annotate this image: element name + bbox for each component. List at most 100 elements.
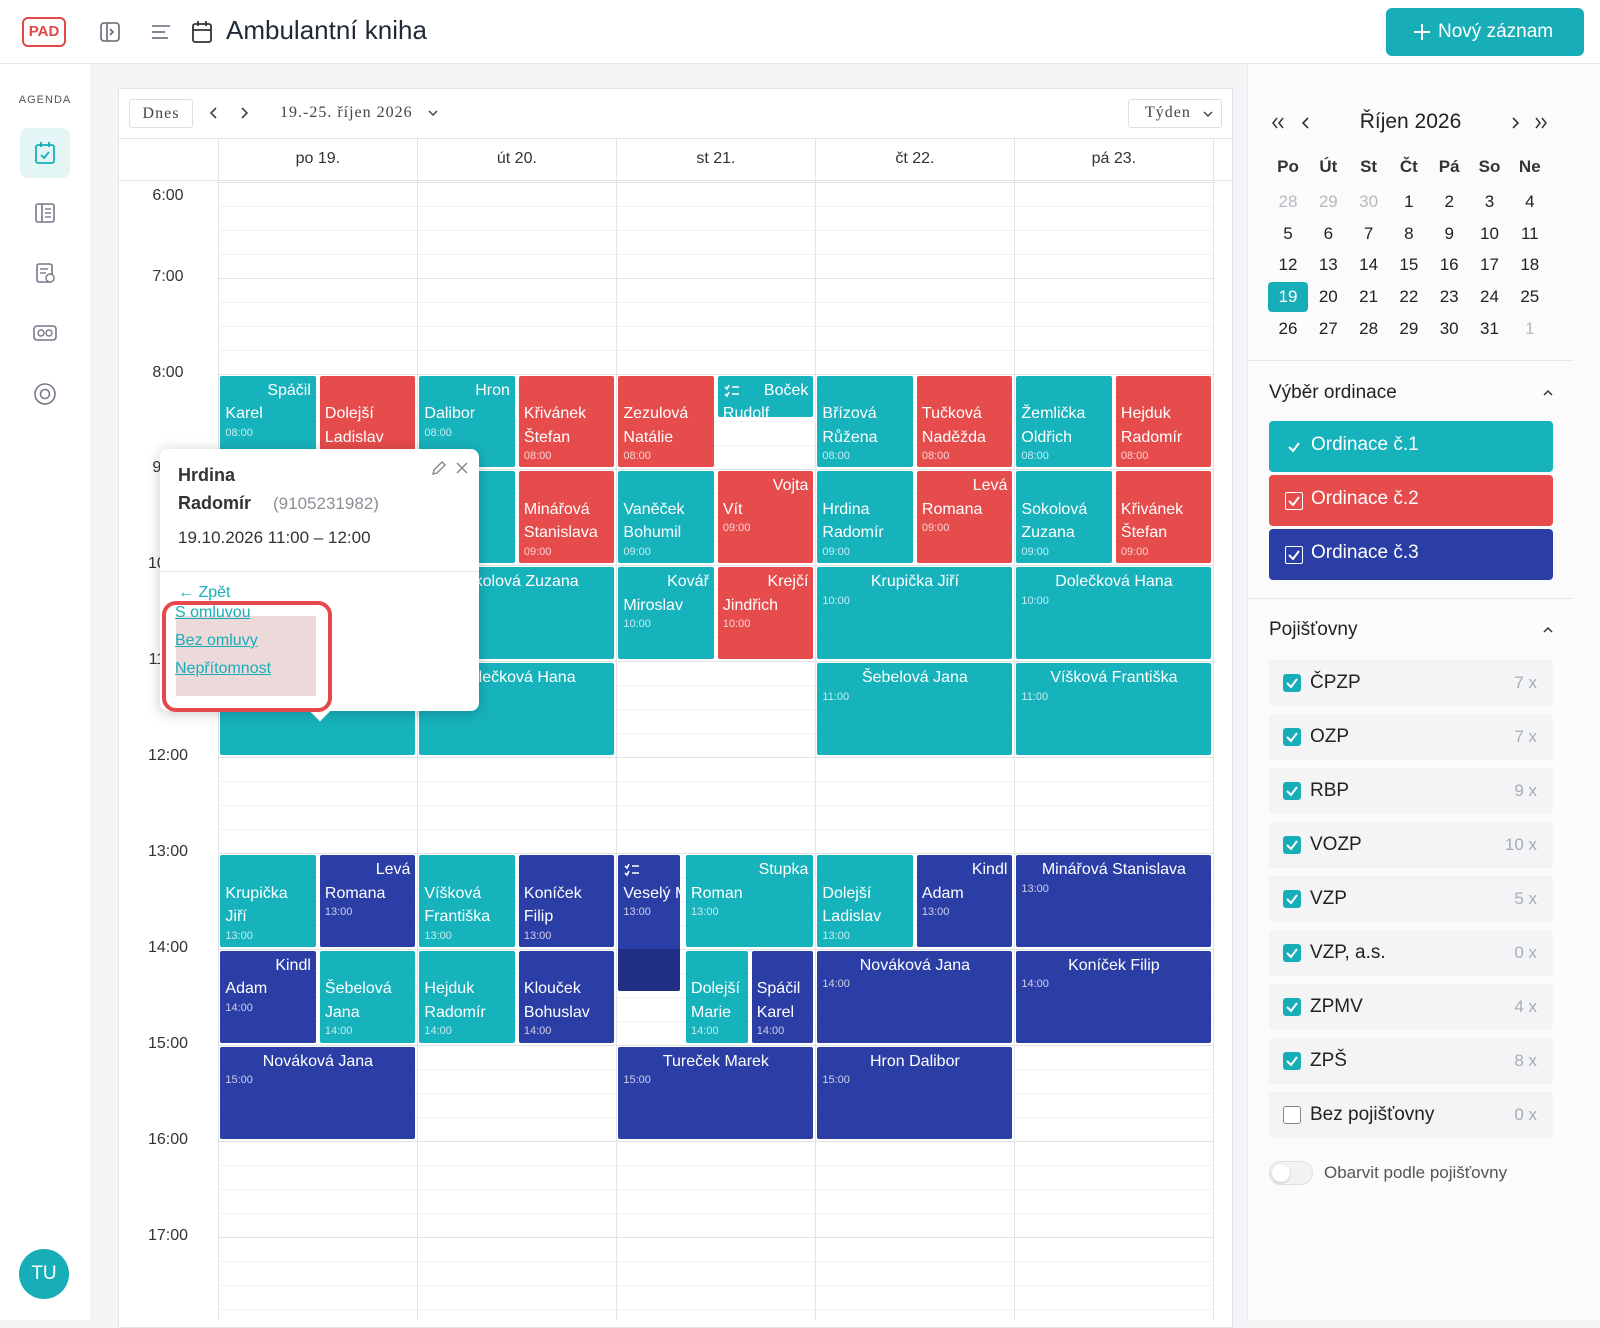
nav-agenda[interactable] <box>20 128 70 178</box>
nav-help[interactable] <box>33 382 57 406</box>
avatar[interactable]: TU <box>19 1249 69 1299</box>
event[interactable]: Křivánek Štefan 09:00 <box>1115 471 1212 564</box>
day[interactable]: 10 <box>1480 223 1499 243</box>
event[interactable]: Nováková Jana 14:00 <box>817 950 1013 1043</box>
day[interactable]: 15 <box>1399 255 1419 275</box>
event[interactable]: Kindl Adam 13:00 <box>916 855 1013 947</box>
event[interactable]: Minářová Stanislava 09:00 <box>518 471 615 564</box>
day[interactable]: 16 <box>1439 255 1459 275</box>
day[interactable]: 28 <box>1359 318 1379 338</box>
event[interactable]: Hrdina Radomír 09:00 <box>817 471 913 564</box>
insurance-row[interactable]: ČPZP 7 x <box>1269 660 1553 706</box>
insurance-row[interactable]: RBP 9 x <box>1269 768 1553 814</box>
day[interactable]: 11 <box>1520 223 1539 243</box>
event[interactable]: Koníček Filip 14:00 <box>1016 950 1212 1043</box>
day[interactable]: 5 <box>1283 223 1293 243</box>
event[interactable]: Kovář Miroslav 10:00 <box>618 567 714 660</box>
insurance-row[interactable]: VZP 5 x <box>1269 876 1553 922</box>
popup-option[interactable]: Nepřítomnost <box>175 660 272 677</box>
insurance-row[interactable]: ZPŠ 8 x <box>1269 1038 1553 1084</box>
event[interactable]: Stupka Roman 13:00 <box>686 855 814 947</box>
event[interactable]: Levá Romana 09:00 <box>916 471 1013 564</box>
day[interactable]: 1 <box>1404 192 1414 211</box>
day[interactable]: 7 <box>1363 223 1374 243</box>
day[interactable]: 30 <box>1439 318 1459 338</box>
insurance-row[interactable]: Bez pojišťovny 0 x <box>1269 1092 1553 1138</box>
event[interactable]: Klouček Bohuslav 14:00 <box>518 950 615 1043</box>
event[interactable]: Koníček Filip 13:00 <box>518 855 615 947</box>
event[interactable]: Hejduk Radomír 08:00 <box>1115 375 1212 468</box>
collapse-pojistovny[interactable] <box>1542 625 1554 635</box>
day[interactable]: 9 <box>1444 223 1454 243</box>
menu-icon[interactable] <box>151 23 171 41</box>
event[interactable]: Sokolová Zuzana 09:00 <box>1016 471 1112 564</box>
event[interactable]: Vojta Vít 09:00 <box>717 471 814 564</box>
ordinace-button[interactable]: Ordinace č.2 <box>1269 475 1553 526</box>
day[interactable]: 24 <box>1480 287 1499 307</box>
event[interactable]: Boček Rudolf <box>717 375 814 417</box>
day[interactable]: 27 <box>1318 318 1338 338</box>
event[interactable]: Tureček Marek 15:00 <box>618 1046 814 1139</box>
event[interactable]: Hron Dalibor 15:00 <box>817 1046 1013 1139</box>
day[interactable]: 17 <box>1480 255 1499 275</box>
next-week[interactable] <box>238 106 250 120</box>
day[interactable]: 22 <box>1399 287 1419 307</box>
ordinace-button[interactable]: Ordinace č.1 <box>1269 421 1553 472</box>
insurance-row[interactable]: VOZP 10 x <box>1269 822 1553 868</box>
event[interactable]: Šebelová Jana 11:00 <box>817 663 1013 756</box>
view-select[interactable]: Týden <box>1128 99 1222 128</box>
event[interactable]: Minářová Stanislava 13:00 <box>1016 855 1212 947</box>
day[interactable]: 12 <box>1278 255 1298 275</box>
event[interactable]: Křivánek Štefan 08:00 <box>518 375 615 468</box>
day[interactable]: 26 <box>1278 318 1298 338</box>
day[interactable]: 19 <box>1278 287 1298 307</box>
close-icon[interactable] <box>455 461 469 475</box>
prev-week[interactable] <box>208 106 220 120</box>
day[interactable]: 20 <box>1318 287 1338 307</box>
day[interactable]: 1 <box>1525 318 1535 338</box>
event[interactable]: Břízová Růžena 08:00 <box>817 375 913 468</box>
day[interactable]: 25 <box>1520 287 1540 307</box>
ordinace-button[interactable]: Ordinace č.3 <box>1269 529 1553 580</box>
event[interactable]: Šebelová Jana 14:00 <box>319 950 416 1043</box>
next-month[interactable] <box>1509 116 1521 130</box>
event[interactable]: Víšková Františka 13:00 <box>419 855 515 947</box>
nav-book[interactable] <box>34 202 56 224</box>
color-toggle[interactable] <box>1269 1161 1313 1185</box>
insurance-row[interactable]: VZP, a.s. 0 x <box>1269 930 1553 976</box>
day[interactable]: 8 <box>1404 223 1414 243</box>
event[interactable]: Dolejší Ladislav 13:00 <box>817 855 913 947</box>
day[interactable]: 29 <box>1318 192 1338 211</box>
day[interactable]: 31 <box>1480 318 1499 338</box>
date-range[interactable]: 19.-25. říjen 2026 <box>280 104 413 121</box>
event[interactable]: Vaněček Bohumil 09:00 <box>618 471 714 564</box>
insurance-row[interactable]: ZPMV 4 x <box>1269 984 1553 1030</box>
event[interactable]: Hejduk Radomír 14:00 <box>419 950 515 1043</box>
event[interactable]: Dolečková Hana 10:00 <box>1016 567 1212 660</box>
day[interactable]: 2 <box>1444 192 1454 211</box>
popup-option[interactable]: Bez omluvy <box>175 632 258 649</box>
nav-records[interactable] <box>34 262 56 284</box>
event[interactable]: Žemlička Oldřich 08:00 <box>1016 375 1112 468</box>
day[interactable]: 30 <box>1359 192 1379 211</box>
event[interactable]: Víšková Františka 11:00 <box>1016 663 1212 756</box>
event[interactable]: Zezulová Natálie 08:00 <box>618 375 714 468</box>
today-button[interactable]: Dnes <box>129 99 193 128</box>
day[interactable]: 3 <box>1484 192 1495 211</box>
event[interactable]: Veselý Michael 13:00 <box>618 855 681 991</box>
event[interactable]: Tučková Naděžda 08:00 <box>916 375 1013 468</box>
sidebar-toggle-icon[interactable] <box>99 21 121 43</box>
day[interactable]: 4 <box>1525 192 1535 211</box>
day[interactable]: 28 <box>1278 192 1298 211</box>
day[interactable]: 21 <box>1359 287 1379 307</box>
prev-year[interactable] <box>1270 116 1286 130</box>
event[interactable]: Spáčil Karel 14:00 <box>751 950 814 1043</box>
collapse-ordinace[interactable] <box>1542 388 1554 398</box>
insurance-row[interactable]: OZP 7 x <box>1269 714 1553 760</box>
popup-option[interactable]: S omluvou <box>175 604 251 621</box>
next-year[interactable] <box>1533 116 1549 130</box>
event[interactable]: Kindl Adam 14:00 <box>220 950 316 1043</box>
day[interactable]: 23 <box>1439 287 1459 307</box>
event[interactable]: Dolejší Marie 14:00 <box>686 950 748 1043</box>
logo[interactable]: PAD <box>22 17 66 47</box>
